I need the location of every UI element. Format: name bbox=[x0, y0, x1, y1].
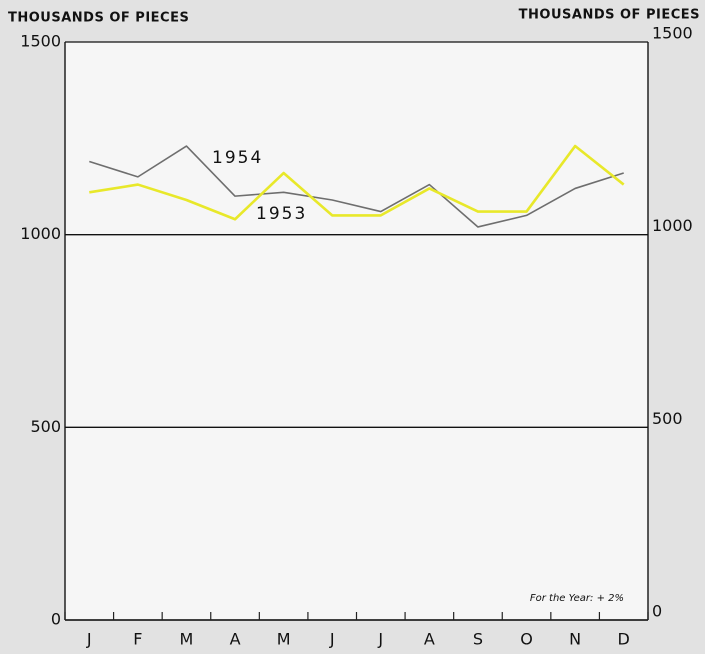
x-tick-label: J bbox=[377, 630, 383, 649]
y2-tick-label: 500 bbox=[652, 409, 683, 428]
series-name: 1954 bbox=[212, 148, 263, 168]
y-axis-label: THOUSANDS OF PIECES bbox=[8, 11, 189, 26]
y-tick-label: 1500 bbox=[20, 32, 61, 51]
y2-tick-label: 0 bbox=[652, 602, 662, 621]
y2-tick-label: 1500 bbox=[652, 24, 693, 43]
series-line bbox=[89, 144, 625, 221]
y2-axis-label: THOUSANDS OF PIECES bbox=[519, 8, 700, 23]
series-name: 1953 bbox=[256, 204, 307, 224]
x-tick-label: O bbox=[520, 630, 533, 649]
x-tick-label: A bbox=[230, 630, 241, 649]
x-tick-label: M bbox=[180, 630, 194, 649]
x-tick-label: D bbox=[618, 630, 630, 649]
series-line bbox=[89, 145, 624, 228]
x-tick-label: J bbox=[86, 630, 92, 649]
x-tick-label: S bbox=[473, 630, 483, 649]
y-tick-label: 1000 bbox=[20, 224, 61, 243]
x-tick-label: F bbox=[133, 630, 142, 649]
y2-tick-label: 1000 bbox=[652, 216, 693, 235]
annotation: For the Year: + 2% bbox=[530, 593, 624, 604]
x-tick-label: N bbox=[569, 630, 581, 649]
y-tick-label: 0 bbox=[51, 610, 61, 629]
y-tick-label: 500 bbox=[30, 417, 61, 436]
plot-area bbox=[65, 42, 648, 620]
x-tick-label: J bbox=[329, 630, 335, 649]
x-tick-label: A bbox=[424, 630, 435, 649]
x-tick-label: M bbox=[277, 630, 291, 649]
